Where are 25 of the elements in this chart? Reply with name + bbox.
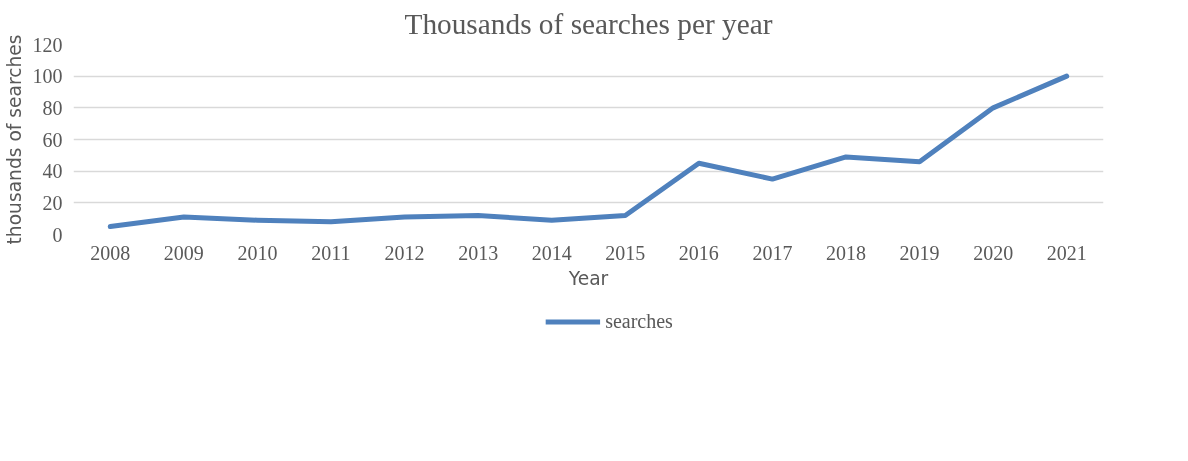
x-tick-label: 2019 bbox=[899, 241, 940, 264]
x-tick-label: 2021 bbox=[1046, 241, 1087, 264]
x-tick-label: 2015 bbox=[605, 241, 646, 264]
x-tick-label: 2009 bbox=[163, 241, 204, 264]
y-tick-label: 100 bbox=[32, 65, 63, 88]
x-tick-label: 2020 bbox=[973, 241, 1014, 264]
y-tick-label: 20 bbox=[42, 191, 63, 214]
x-tick-label: 2014 bbox=[531, 241, 572, 264]
chart-title: Thousands of searches per year bbox=[404, 7, 773, 40]
x-tick-label: 2013 bbox=[458, 241, 499, 264]
y-tick-label: 60 bbox=[42, 128, 63, 151]
x-tick-label: 2008 bbox=[90, 241, 131, 264]
y-tick-label: 120 bbox=[32, 33, 63, 56]
y-axis-title: thousands of searches bbox=[3, 34, 25, 245]
legend-label: searches bbox=[605, 309, 673, 333]
x-tick-label: 2016 bbox=[678, 241, 719, 264]
y-tick-label: 0 bbox=[52, 223, 63, 246]
x-tick-label: 2017 bbox=[752, 241, 793, 264]
x-tick-label: 2018 bbox=[826, 241, 866, 264]
x-axis-title: Year bbox=[567, 267, 609, 289]
x-tick-label: 2010 bbox=[237, 241, 278, 264]
x-tick-label: 2012 bbox=[384, 241, 425, 264]
y-tick-label: 40 bbox=[42, 160, 63, 183]
x-tick-label: 2011 bbox=[311, 241, 351, 264]
y-tick-label: 80 bbox=[42, 96, 63, 119]
